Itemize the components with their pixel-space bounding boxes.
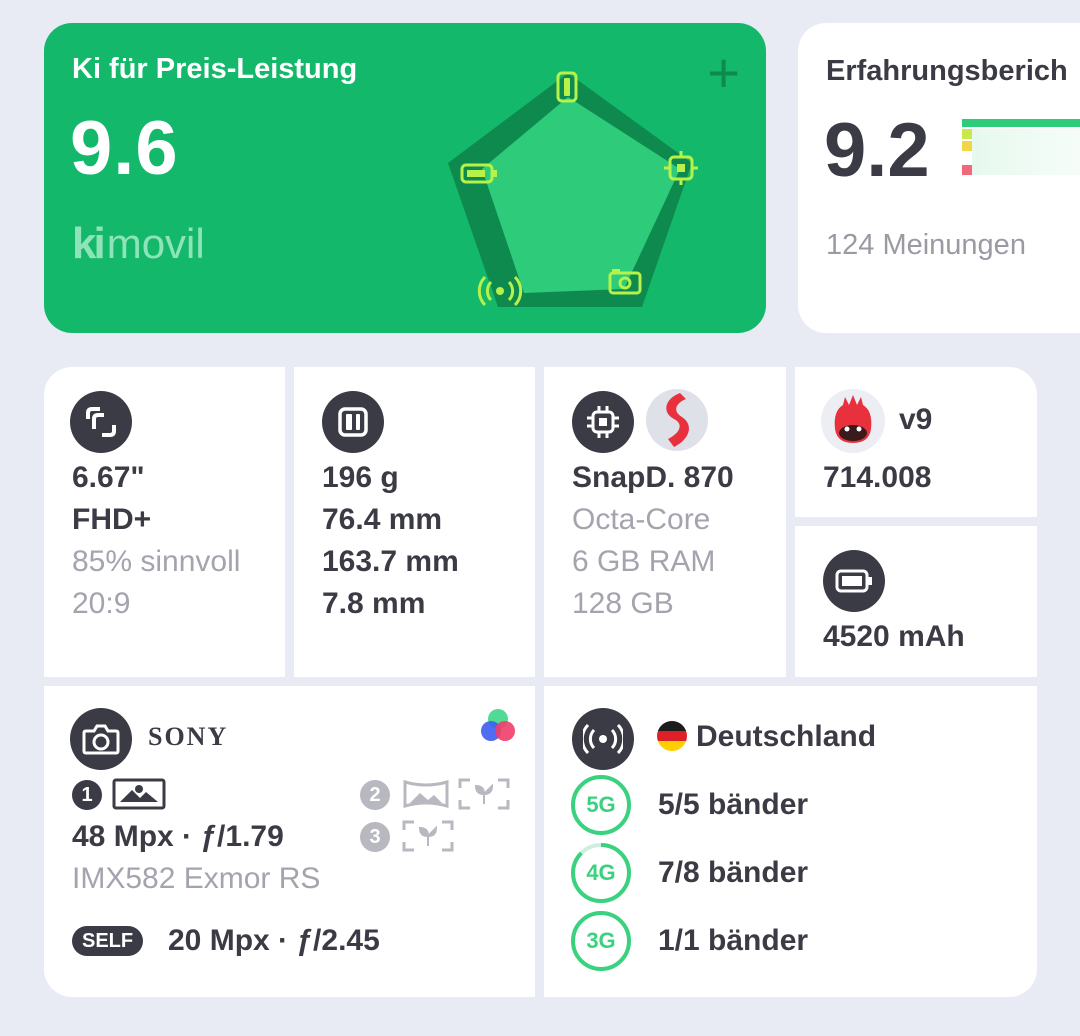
band-count: 5/5 bänder [658, 788, 809, 821]
band-row-4g: 4G 7/8 bänder [570, 842, 808, 904]
band-count: 1/1 bänder [658, 924, 809, 957]
screen-ratio: 85% sinnvoll [72, 545, 241, 578]
width: 76.4 mm [322, 503, 443, 536]
chip-name: SnapD. 870 [572, 461, 734, 494]
selfie-camera-spec: 20 Mpx · ƒ/2.45 [168, 924, 380, 957]
depth-lens-icon [402, 820, 454, 852]
review-value: 9.2 [824, 108, 930, 193]
radar-area [482, 97, 680, 293]
screen-resolution: FHD+ [72, 503, 152, 536]
weight: 196 g [322, 461, 399, 494]
band-ring-4g: 4G [570, 842, 632, 904]
antutu-score: 714.008 [823, 461, 932, 494]
kimovil-logo: ki movil [72, 219, 205, 269]
screen-size: 6.67" [72, 461, 145, 494]
price-performance-card[interactable]: Ki für Preis-Leistung 9.6 ki movil + [44, 23, 766, 333]
band-count: 7/8 bänder [658, 856, 809, 889]
battery-cell[interactable]: 4520 mAh [795, 526, 1037, 677]
screen-aspect: 20:9 [72, 587, 131, 620]
main-lens-index: 1 [72, 780, 102, 810]
brand-text: movil [106, 220, 205, 267]
main-camera-spec: 48 Mpx · ƒ/1.79 [72, 820, 284, 853]
dimensions-cell[interactable]: 196 g 76.4 mm 163.7 mm 7.8 mm [294, 367, 535, 677]
depth: 7.8 mm [322, 587, 426, 620]
brand-mark: ki [72, 219, 106, 268]
spec-grid: 6.67" FHD+ 85% sinnvoll 20:9 196 g 76.4 … [44, 367, 1037, 997]
camera-sensor: IMX582 Exmor RS [72, 862, 321, 895]
antenna-icon [572, 708, 634, 770]
radar-chart [448, 71, 698, 307]
antutu-version: v9 [899, 403, 933, 436]
score-title: Ki für Preis-Leistung [72, 53, 358, 85]
germany-flag-icon [657, 721, 687, 751]
camera-cell[interactable]: SONY 1 2 3 [44, 686, 535, 997]
color-filter-icon [481, 709, 515, 741]
sony-logo: SONY [148, 722, 229, 751]
score-value: 9.6 [70, 106, 179, 191]
chip-storage: 128 GB [572, 587, 674, 620]
processor-icon [664, 151, 698, 185]
snapdragon-logo-icon [646, 389, 708, 451]
antenna-icon [477, 275, 523, 307]
camera-icon [608, 269, 642, 295]
battery-capacity: 4520 mAh [823, 620, 965, 653]
review-title: Erfahrungsberich [826, 55, 1068, 87]
plus-icon[interactable]: + [707, 41, 740, 104]
screen-cell[interactable]: 6.67" FHD+ 85% sinnvoll 20:9 [44, 367, 285, 677]
third-lens-index: 3 [360, 822, 390, 852]
phone-size-icon [556, 71, 578, 103]
wide-lens-icon [112, 778, 166, 810]
network-cell[interactable]: Deutschland 5G 5/5 bänder 4G 7/8 bänder 3G 1/… [544, 686, 1037, 997]
review-count: 124 Meinungen [826, 229, 1026, 261]
band-ring-3g: 3G [570, 910, 632, 972]
band-row-3g: 3G 1/1 bänder [570, 910, 808, 972]
screen-icon [70, 391, 132, 453]
chip-cores: Octa-Core [572, 503, 711, 536]
antutu-logo-icon [821, 389, 885, 453]
macro-lens-icon [458, 778, 510, 810]
band-label: 4G [586, 860, 616, 885]
band-label: 3G [586, 928, 616, 953]
antutu-cell[interactable]: v9 714.008 [795, 367, 1037, 517]
ultrawide-lens-icon [403, 780, 449, 808]
review-card[interactable]: Erfahrungsberich 9.2 124 Meinungen [798, 23, 1080, 333]
processor-cell[interactable]: SnapD. 870 Octa-Core 6 GB RAM 128 GB [544, 367, 786, 677]
review-rating-bars [962, 119, 1080, 175]
battery-icon [823, 550, 885, 612]
battery-icon [460, 163, 497, 184]
chip-ram: 6 GB RAM [572, 545, 716, 578]
height: 163.7 mm [322, 545, 459, 578]
processor-icon [572, 391, 634, 453]
band-ring-5g: 5G [570, 774, 632, 836]
camera-icon [70, 708, 132, 770]
second-lens-index: 2 [360, 780, 390, 810]
phone-size-icon [322, 391, 384, 453]
band-label: 5G [586, 792, 616, 817]
network-country: Deutschland [696, 720, 877, 753]
selfie-badge: SELF [72, 926, 144, 956]
band-row-5g: 5G 5/5 bänder [570, 774, 808, 836]
